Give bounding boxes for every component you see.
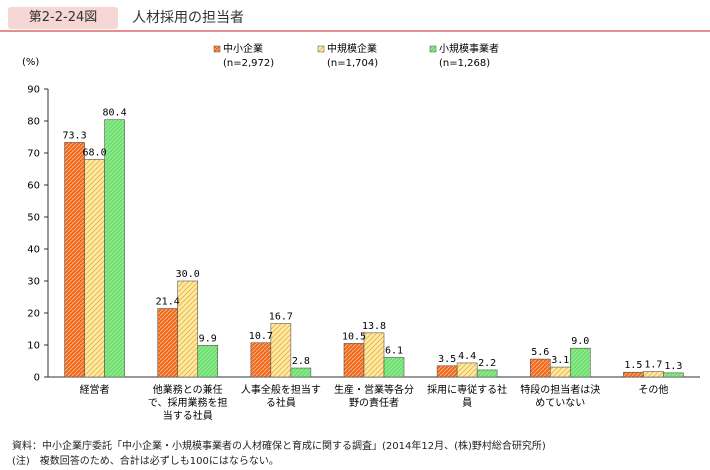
y-axis: 0 10 20 30 40 50 60 70 80 90 [27, 85, 700, 384]
y-tick-label: 30 [27, 277, 40, 288]
data-label: 1.3 [664, 361, 682, 372]
category-label: で、採用業務を担 [148, 396, 228, 409]
bars-layer [64, 119, 684, 378]
bar-中小企業-3 [343, 343, 365, 378]
y-tick-label: 90 [27, 85, 40, 96]
bar-中規模企業-1 [177, 280, 199, 378]
data-label: 30.0 [176, 269, 200, 280]
category-label: 人事全般を担当す [241, 383, 321, 396]
legend: 中小企業 (n=2,972) 中規模企業 (n=1,704) 小規模事業者 (n=1,26… [213, 42, 499, 69]
category-label: 経営者 [80, 383, 110, 396]
data-label: 3.1 [551, 355, 569, 366]
bar-中小企業-2 [250, 342, 272, 378]
bar-中規模企業-3 [363, 332, 385, 378]
category-label: 当する社員 [163, 409, 213, 422]
bar-中規模企業-2 [270, 323, 292, 378]
category-label: 特段の担当者は決 [520, 383, 600, 396]
data-label: 5.6 [531, 347, 549, 358]
bar-中規模企業-5 [549, 366, 571, 378]
legend-swatch [213, 45, 221, 53]
bar-小規模事業者-5 [569, 347, 591, 378]
y-tick-label: 60 [27, 181, 40, 192]
data-label: 6.1 [385, 345, 403, 356]
remark-note: (注) 複数回答のため、合計は必ずしも100にはならない。 [12, 456, 279, 467]
y-tick-label: 70 [27, 149, 40, 160]
bar-中規模企業-6 [643, 371, 664, 378]
legend-series-name: 中規模企業 [327, 42, 377, 55]
data-label: 1.5 [624, 360, 642, 371]
y-tick-label: 0 [34, 373, 40, 384]
legend-n-label: (n=1,268) [439, 58, 490, 69]
source-note: 資料：中小企業庁委託「中小企業・小規模事業者の人材確保と育成に関する調査」(20… [12, 441, 546, 452]
data-label: 1.7 [644, 360, 662, 371]
bar-小規模事業者-1 [197, 345, 219, 378]
legend-n-label: (n=2,972) [223, 58, 274, 69]
category-label: 員 [462, 397, 472, 409]
category-label: 他業務との兼任 [153, 383, 223, 396]
data-label: 9.0 [571, 336, 589, 347]
bar-中小企業-6 [623, 371, 644, 378]
data-label: 10.5 [342, 331, 366, 342]
y-tick-label: 40 [27, 245, 40, 256]
data-labels-layer: 73.3 68.0 80.4 21.4 30.0 9.9 10.7 16.7 2.8 10.513… [63, 108, 683, 372]
bar-中小企業-1 [157, 308, 179, 378]
bar-中規模企業-0 [84, 159, 105, 378]
chart-title: 人材採用の担当者 [132, 10, 244, 26]
bar-小規模事業者-2 [290, 367, 312, 378]
legend-series-name: 中小企業 [223, 42, 263, 55]
legend-series-name: 小規模事業者 [439, 42, 499, 55]
data-label: 16.7 [269, 312, 293, 323]
bar-小規模事業者-4 [476, 369, 498, 378]
category-label: る社員 [266, 396, 296, 409]
bar-chart: (%) 0 10 20 30 40 50 60 70 80 90 73.3 68.0 80.4 21.4… [22, 42, 700, 422]
y-axis-unit-label: (%) [22, 57, 39, 68]
data-label: 68.0 [83, 147, 107, 158]
bar-中規模企業-4 [456, 362, 478, 378]
category-label: 生産・営業等各分 [334, 383, 414, 396]
data-label: 9.9 [199, 333, 217, 344]
data-label: 80.4 [103, 108, 127, 119]
header-divider [0, 30, 710, 32]
figure-number-tab: 第2-2-24図 [8, 7, 118, 29]
y-tick-label: 50 [27, 213, 40, 224]
data-label: 2.2 [478, 358, 496, 369]
data-label: 21.4 [156, 297, 180, 308]
data-label: 13.8 [362, 321, 386, 332]
category-label: めていない [535, 397, 585, 409]
data-label: 4.4 [458, 351, 476, 362]
bar-中小企業-5 [529, 358, 551, 378]
category-label: 採用に専従する社 [427, 383, 507, 396]
data-label: 2.8 [292, 356, 310, 367]
legend-n-label: (n=1,704) [327, 58, 378, 69]
data-label: 3.5 [438, 354, 456, 365]
category-label: 野の責任者 [349, 396, 399, 409]
legend-swatch [429, 45, 437, 53]
data-label: 73.3 [63, 130, 87, 141]
bar-小規模事業者-0 [104, 119, 125, 378]
y-tick-label: 80 [27, 117, 40, 128]
bar-中小企業-0 [64, 142, 85, 378]
y-tick-label: 20 [27, 309, 40, 320]
data-label: 10.7 [249, 331, 273, 342]
legend-swatch [317, 45, 325, 53]
bar-小規模事業者-6 [663, 372, 684, 378]
category-label: その他 [638, 383, 668, 396]
y-tick-label: 10 [27, 341, 40, 352]
bar-中小企業-4 [436, 365, 458, 378]
bar-小規模事業者-3 [383, 357, 405, 378]
